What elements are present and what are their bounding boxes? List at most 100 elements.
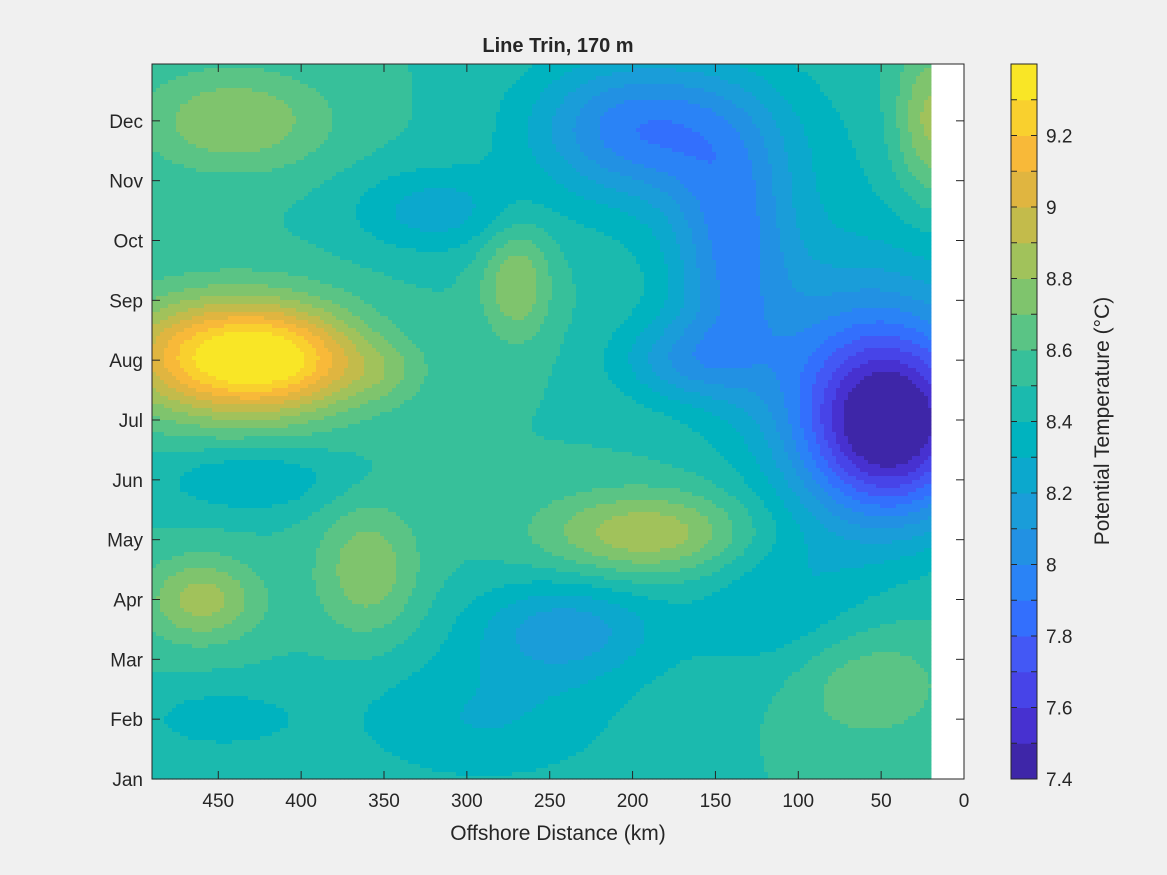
contour-cell (168, 392, 173, 397)
contour-cell (224, 132, 229, 137)
contour-cell (224, 628, 229, 633)
contour-cell (176, 596, 181, 601)
contour-cell (180, 760, 185, 765)
contour-cell (220, 760, 225, 765)
contour-cell (204, 224, 209, 229)
contour-cell (212, 348, 217, 353)
contour-cell (160, 304, 165, 309)
contour-cell (260, 184, 265, 189)
contour-cell (152, 100, 157, 105)
contour-cell (244, 540, 249, 545)
contour-cell (188, 76, 193, 81)
contour-cell (168, 284, 173, 289)
contour-cell (164, 532, 169, 537)
contour-cell (252, 752, 257, 757)
contour-cell (252, 604, 257, 609)
contour-cell (184, 764, 189, 769)
contour-cell (164, 444, 169, 449)
contour-cell (204, 528, 209, 533)
contour-cell (192, 184, 197, 189)
contour-cell (248, 564, 253, 569)
contour-cell (168, 672, 173, 677)
contour-cell (172, 456, 177, 461)
contour-cell (176, 528, 181, 533)
contour-cell (220, 136, 225, 141)
contour-cell (232, 236, 237, 241)
contour-cell (184, 108, 189, 113)
contour-cell (164, 248, 169, 253)
contour-cell (180, 332, 185, 337)
contour-cell (200, 392, 205, 397)
contour-cell (172, 120, 177, 125)
contour-cell (244, 768, 249, 773)
contour-cell (200, 644, 205, 649)
contour-cell (260, 688, 265, 693)
contour-cell (236, 708, 241, 713)
contour-cell (200, 508, 205, 513)
contour-cell (184, 380, 189, 385)
contour-cell (152, 620, 157, 625)
contour-cell (204, 388, 209, 393)
contour-cell (172, 140, 177, 145)
contour-cell (232, 680, 237, 685)
contour-cell (164, 328, 169, 333)
contour-cell (176, 720, 181, 725)
contour-cell (168, 540, 173, 545)
contour-cell (196, 396, 201, 401)
contour-cell (216, 244, 221, 249)
contour-cell (244, 484, 249, 489)
contour-cell (236, 196, 241, 201)
contour-cell (196, 536, 201, 541)
contour-cell (248, 768, 253, 773)
contour-cell (228, 656, 233, 661)
contour-cell (172, 664, 177, 669)
contour-cell (188, 292, 193, 297)
contour-cell (156, 372, 161, 377)
contour-cell (160, 588, 165, 593)
contour-cell (200, 740, 205, 745)
contour-cell (180, 692, 185, 697)
contour-cell (252, 720, 257, 725)
contour-cell (232, 116, 237, 121)
contour-cell (200, 356, 205, 361)
contour-cell (228, 208, 233, 213)
contour-cell (240, 340, 245, 345)
contour-cell (240, 312, 245, 317)
contour-cell (224, 428, 229, 433)
contour-cell (160, 716, 165, 721)
contour-cell (224, 228, 229, 233)
contour-cell (260, 100, 265, 105)
contour-cell (260, 140, 265, 145)
contour-cell (172, 124, 177, 129)
contour-cell (164, 496, 169, 501)
contour-cell (248, 588, 253, 593)
contour-cell (176, 604, 181, 609)
contour-cell (188, 156, 193, 161)
contour-cell (152, 712, 157, 717)
contour-cell (192, 612, 197, 617)
contour-cell (232, 396, 237, 401)
contour-cell (224, 396, 229, 401)
contour-cell (240, 744, 245, 749)
contour-cell (188, 524, 193, 529)
contour-cell (204, 736, 209, 741)
contour-cell (204, 356, 209, 361)
contour-cell (204, 172, 209, 177)
contour-cell (240, 740, 245, 745)
contour-cell (252, 460, 257, 465)
contour-cell (172, 704, 177, 709)
contour-cell (184, 636, 189, 641)
contour-cell (164, 520, 169, 525)
contour-cell (176, 72, 181, 77)
contour-cell (232, 312, 237, 317)
contour-cell (212, 260, 217, 265)
contour-cell (252, 288, 257, 293)
contour-cell (220, 448, 225, 453)
contour-cell (164, 668, 169, 673)
contour-cell (216, 644, 221, 649)
contour-cell (188, 504, 193, 509)
contour-cell (228, 628, 233, 633)
contour-cell (224, 640, 229, 645)
contour-cell (228, 592, 233, 597)
contour-cell (216, 180, 221, 185)
